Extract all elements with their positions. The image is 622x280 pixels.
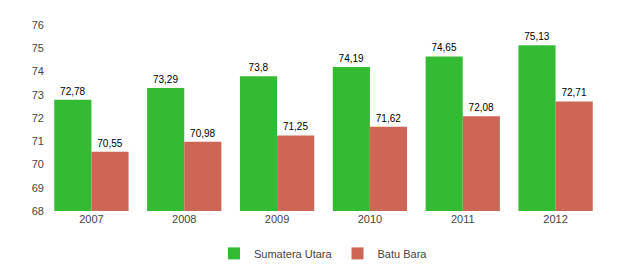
svg-text:72,78: 72,78 <box>60 86 85 97</box>
svg-text:2008: 2008 <box>172 213 196 225</box>
svg-text:71,62: 71,62 <box>376 113 401 124</box>
svg-text:2010: 2010 <box>358 213 382 225</box>
svg-text:68: 68 <box>32 205 44 217</box>
svg-text:72,08: 72,08 <box>469 102 494 113</box>
svg-text:70,55: 70,55 <box>97 138 122 149</box>
svg-text:74: 74 <box>32 65 44 77</box>
svg-text:73,8: 73,8 <box>249 62 269 73</box>
svg-text:72,71: 72,71 <box>561 87 586 98</box>
svg-text:75: 75 <box>32 42 44 54</box>
svg-text:72: 72 <box>32 112 44 124</box>
svg-text:70,98: 70,98 <box>190 128 215 139</box>
svg-text:76: 76 <box>32 19 44 31</box>
svg-text:71,25: 71,25 <box>283 121 308 132</box>
svg-text:71: 71 <box>32 135 44 147</box>
svg-text:74,19: 74,19 <box>339 53 364 64</box>
svg-text:74,65: 74,65 <box>431 42 456 53</box>
svg-text:Sumatera Utara: Sumatera Utara <box>254 248 333 260</box>
svg-text:73,29: 73,29 <box>153 74 178 85</box>
svg-text:73: 73 <box>32 89 44 101</box>
svg-text:2011: 2011 <box>451 213 475 225</box>
svg-text:2009: 2009 <box>265 213 289 225</box>
svg-text:2012: 2012 <box>543 213 567 225</box>
svg-text:69: 69 <box>32 182 44 194</box>
svg-text:70: 70 <box>32 158 44 170</box>
svg-text:Batu Bara: Batu Bara <box>378 248 428 260</box>
svg-text:2007: 2007 <box>79 213 103 225</box>
svg-text:75,13: 75,13 <box>524 31 549 42</box>
